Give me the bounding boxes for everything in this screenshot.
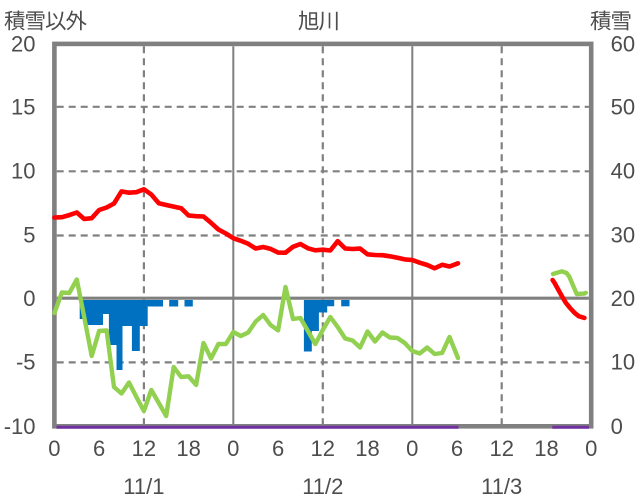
svg-text:0: 0 (23, 286, 35, 311)
svg-text:12: 12 (489, 436, 513, 461)
svg-text:11/1: 11/1 (123, 474, 164, 499)
svg-text:5: 5 (23, 223, 35, 248)
svg-text:0: 0 (48, 436, 60, 461)
svg-text:-5: -5 (16, 350, 36, 375)
svg-text:6: 6 (451, 436, 463, 461)
svg-text:12: 12 (132, 436, 156, 461)
svg-text:0: 0 (227, 436, 239, 461)
svg-text:50: 50 (611, 94, 635, 119)
svg-text:12: 12 (311, 436, 335, 461)
svg-text:10: 10 (611, 350, 635, 375)
svg-text:10: 10 (11, 159, 35, 184)
svg-text:15: 15 (11, 94, 35, 119)
svg-text:30: 30 (611, 223, 635, 248)
svg-text:11/3: 11/3 (481, 474, 522, 499)
svg-text:11/2: 11/2 (302, 474, 343, 499)
svg-text:18: 18 (534, 436, 558, 461)
svg-text:0: 0 (611, 414, 623, 439)
svg-text:20: 20 (11, 32, 35, 57)
svg-text:-10: -10 (4, 414, 36, 439)
svg-text:18: 18 (176, 436, 200, 461)
svg-text:0: 0 (585, 436, 597, 461)
svg-text:18: 18 (355, 436, 379, 461)
svg-text:20: 20 (611, 286, 635, 311)
svg-text:40: 40 (611, 159, 635, 184)
svg-text:0: 0 (406, 436, 418, 461)
svg-text:60: 60 (611, 32, 635, 57)
svg-text:6: 6 (93, 436, 105, 461)
svg-text:6: 6 (272, 436, 284, 461)
